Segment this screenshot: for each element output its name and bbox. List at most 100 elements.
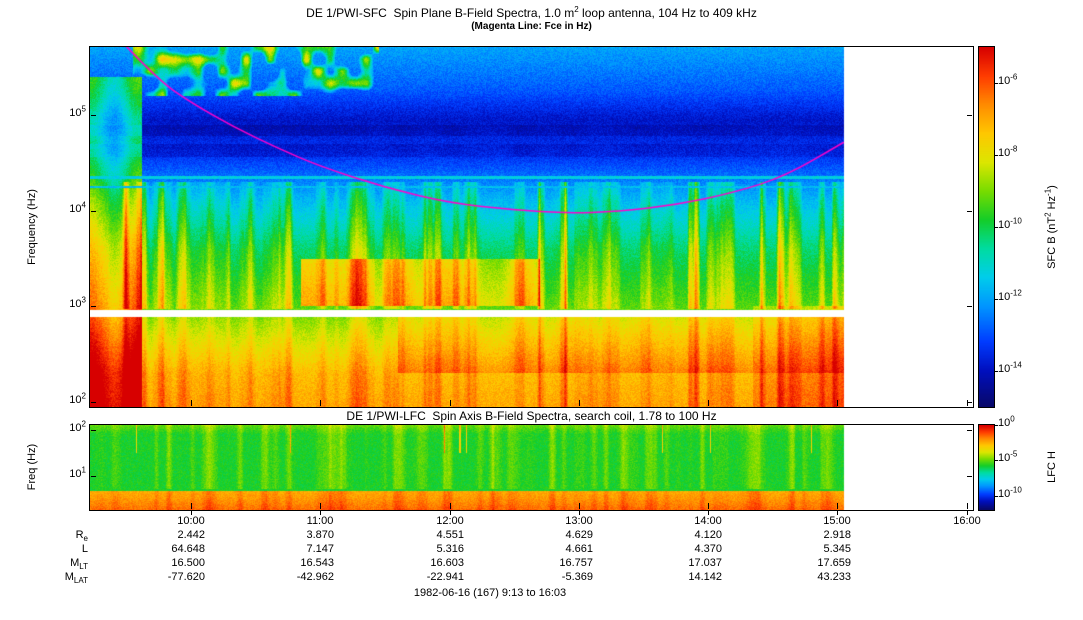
ephemeris-row-label: Re [75,529,88,544]
x-tick-label: 15:00 [823,515,851,527]
sfc-colorbar-tick [995,299,998,300]
sfc-colorbar-tick-label: 10-10 [998,216,1022,231]
lfc-colorbar-label: LFC H [1046,451,1058,483]
lfc-colorbar-tick-label: 10-5 [998,449,1018,464]
ephemeris-value: 43.233 [817,571,851,583]
lfc-x-tick [708,503,709,509]
ephemeris-value: 4.661 [565,543,593,555]
x-axis-tick [191,511,192,515]
sfc-y-tick [91,402,96,403]
sfc-colorbar [978,46,995,408]
ephemeris-value: 3.870 [306,529,334,541]
sfc-title-text: DE 1/PWI-SFC Spin Plane B-Field Spectra,… [306,6,575,20]
ephemeris-value: 4.120 [694,529,722,541]
sfc-y-tick [967,306,972,307]
lfc-spectrogram-panel [89,424,974,511]
ephemeris-value: 17.659 [817,557,851,569]
sfc-x-tick [320,400,321,406]
x-axis-tick [579,511,580,515]
sfc-x-tick [579,400,580,406]
ephemeris-value: 17.037 [688,557,722,569]
sfc-colorbar-tick [995,155,998,156]
sfc-cbar-label-text: SFC B (nT [1046,216,1058,269]
sfc-cbar-label-sup1: 2 [1043,212,1053,217]
ephemeris-value: 16.757 [559,557,593,569]
sfc-colorbar-tick-label: 10-8 [998,144,1018,159]
ephemeris-value: -22.941 [426,571,464,583]
sfc-y-tick [967,115,972,116]
sfc-colorbar-tick [995,227,998,228]
sfc-colorbar-tick-label: 10-6 [998,72,1018,87]
ephemeris-value: 4.551 [436,529,464,541]
ephemeris-value: -42.962 [296,571,334,583]
lfc-colorbar-tick-label: 100 [998,414,1015,429]
x-axis-tick [708,511,709,515]
sfc-title-sup: 2 [574,5,579,14]
ephemeris-value: 64.648 [171,543,205,555]
ephemeris-value: 5.316 [436,543,464,555]
sfc-y-tick-label: 103 [69,295,86,310]
ephemeris-value: 16.543 [300,557,334,569]
ephemeris-value: 4.629 [565,529,593,541]
x-axis-tick [967,511,968,515]
sfc-colorbar-tick-label: 10-14 [998,360,1022,375]
lfc-y-tick-label: 102 [69,419,86,434]
sfc-colorbar-label: SFC B (nT2 Hz-1) [1043,185,1058,269]
sfc-y-tick-label: 105 [69,104,86,119]
x-tick-label: 14:00 [694,515,722,527]
sfc-y-tick-label: 104 [69,200,86,215]
lfc-colorbar-tick [995,425,998,426]
lfc-y-axis-label: Freq (Hz) [26,443,38,491]
time-range-caption: 1982-06-16 (167) 9:13 to 16:03 [413,587,567,599]
ephemeris-row-label: MLAT [64,571,88,586]
lfc-x-tick [320,503,321,509]
lfc-x-tick [579,503,580,509]
x-tick-label: 11:00 [306,515,334,527]
x-tick-label: 16:00 [953,515,981,527]
lfc-x-tick [967,503,968,509]
x-axis-tick [450,511,451,515]
sfc-title: DE 1/PWI-SFC Spin Plane B-Field Spectra,… [90,5,973,21]
ephemeris-value: 5.345 [823,543,851,555]
sfc-colorbar-tick-label: 10-12 [998,288,1022,303]
ephemeris-value: 7.147 [306,543,334,555]
lfc-y-tick [91,476,96,477]
lfc-x-tick [450,503,451,509]
lfc-colorbar [978,424,995,511]
x-axis-tick [837,511,838,515]
ephemeris-value: 2.918 [823,529,851,541]
lfc-x-tick [191,503,192,509]
lfc-colorbar-tick [995,460,998,461]
sfc-subtitle: (Magenta Line: Fce in Hz) [471,21,592,32]
x-axis-tick [320,511,321,515]
sfc-x-tick [191,400,192,406]
sfc-y-tick [91,211,96,212]
sfc-x-tick [708,400,709,406]
sfc-title-text2: loop antenna, 104 Hz to 409 kHz [578,6,757,20]
lfc-y-tick [967,476,972,477]
ephemeris-value: 4.370 [694,543,722,555]
sfc-cbar-label-text2: Hz [1046,195,1058,213]
sfc-colorbar-tick [995,371,998,372]
ephemeris-value: 16.500 [171,557,205,569]
sfc-cbar-label-text3: ) [1046,185,1058,189]
sfc-colorbar-tick [995,83,998,84]
lfc-title: DE 1/PWI-LFC Spin Axis B-Field Spectra, … [346,409,717,423]
sfc-x-tick [450,400,451,406]
sfc-x-tick [837,400,838,406]
ephemeris-row-label: MLT [70,557,88,572]
lfc-spectrogram-canvas [90,425,973,510]
ephemeris-value: 16.603 [430,557,464,569]
ephemeris-value: -5.369 [561,571,593,583]
ephemeris-value: 2.442 [177,529,205,541]
sfc-y-tick [967,211,972,212]
lfc-y-tick [91,430,96,431]
sfc-x-tick [967,400,968,406]
sfc-y-tick [91,306,96,307]
ephemeris-row-label: L [81,543,88,555]
x-tick-label: 13:00 [565,515,593,527]
sfc-cbar-label-sup2: -1 [1043,188,1053,196]
x-tick-label: 10:00 [177,515,205,527]
ephemeris-value: -77.620 [167,571,205,583]
